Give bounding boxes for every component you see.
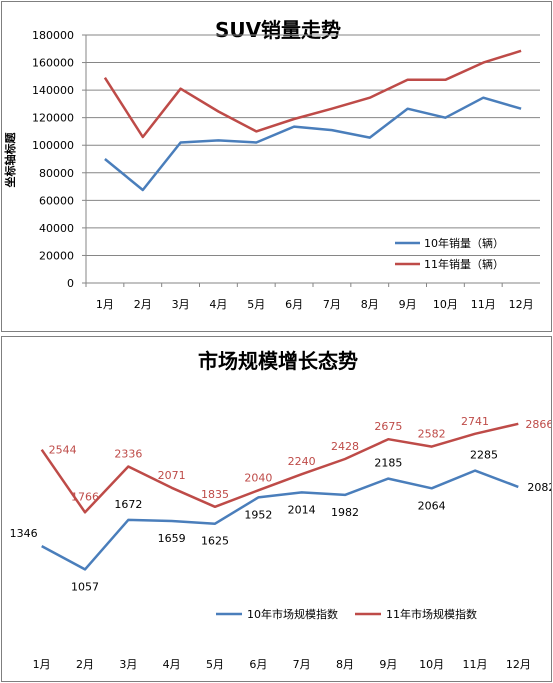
x-tick-label: 7月 <box>323 298 341 311</box>
y-tick-label: 0 <box>67 277 74 290</box>
data-label: 2071 <box>158 469 186 482</box>
gridlines <box>82 34 540 284</box>
y-tick-label: 160000 <box>32 57 74 70</box>
x-tick-label: 6月 <box>249 658 267 671</box>
x-tick-label: 12月 <box>509 298 534 311</box>
x-tick-label: 4月 <box>163 658 181 671</box>
y-tick-labels: 0 20000 40000 60000 80000 100000 120000 140000 1… <box>32 29 74 290</box>
data-label: 1057 <box>71 580 99 593</box>
y-tick-label: 140000 <box>32 84 74 97</box>
x-tick-label: 1月 <box>96 298 114 311</box>
chart-title: 市场规模增长态势 <box>198 349 358 373</box>
series-line-2 <box>40 422 519 514</box>
legend-label-2: 11年销量（辆） <box>424 257 504 271</box>
data-label: 2336 <box>114 447 142 460</box>
data-label: 2866 <box>525 418 551 431</box>
series-lines <box>40 422 519 571</box>
data-label: 2185 <box>374 457 402 470</box>
y-tick-label: 120000 <box>32 112 74 125</box>
x-tick-label: 1月 <box>33 658 51 671</box>
x-tick-labels: 1月 2月 3月 4月 5月 6月 7月 8月 9月 10月 11月 12月 <box>33 658 531 671</box>
data-label: 2040 <box>244 471 272 484</box>
x-tick-label: 9月 <box>379 658 397 671</box>
data-label: 1346 <box>10 527 38 540</box>
x-tick-label: 10月 <box>419 658 444 671</box>
y-tick-label: 20000 <box>39 249 74 262</box>
x-tick-label: 11月 <box>463 658 488 671</box>
data-label: 1625 <box>201 535 229 548</box>
series-line-1 <box>41 469 519 571</box>
data-label: 2014 <box>288 503 316 516</box>
y-tick-label: 60000 <box>39 194 74 207</box>
x-tick-label: 5月 <box>206 658 224 671</box>
data-label: 1672 <box>114 498 142 511</box>
y-tick-label: 180000 <box>32 29 74 42</box>
suv-sales-chart-panel: SUV销量走势 坐标轴标题 0 20000 40000 60000 80000 10000… <box>1 1 552 332</box>
series-lines <box>103 49 522 192</box>
x-tick-label: 9月 <box>399 298 417 311</box>
data-label: 2582 <box>418 428 446 441</box>
x-tick-label: 8月 <box>361 298 379 311</box>
data-label: 2285 <box>470 449 498 462</box>
data-label: 2544 <box>49 444 77 457</box>
legend-label-1: 10年销量（辆） <box>424 236 504 250</box>
suv-sales-chart: SUV销量走势 坐标轴标题 0 20000 40000 60000 80000 10000… <box>3 18 540 311</box>
data-label: 2741 <box>461 415 489 428</box>
legend-label-1: 10年市场规模指数 <box>247 607 338 621</box>
market-scale-chart: 市场规模增长态势 1346 1057 1672 1659 1625 1952 2014 198… <box>10 349 551 671</box>
legend: 10年销量（辆） 11年销量（辆） <box>395 236 504 271</box>
x-tick-label: 3月 <box>119 658 137 671</box>
x-tick-label: 2月 <box>134 298 152 311</box>
x-tick-labels: 1月 2月 3月 4月 5月 6月 7月 8月 9月 10月 11月 12月 <box>96 298 534 311</box>
market-scale-chart-panel: 市场规模增长态势 1346 1057 1672 1659 1625 1952 2014 198… <box>1 336 552 682</box>
legend: 10年市场规模指数 11年市场规模指数 <box>216 607 477 621</box>
y-axis-title: 坐标轴标题 <box>3 132 17 188</box>
data-label: 1982 <box>331 506 359 519</box>
data-label: 2240 <box>288 455 316 468</box>
data-label: 2428 <box>331 440 359 453</box>
x-tick-label: 11月 <box>471 298 496 311</box>
x-tick-label: 2月 <box>76 658 94 671</box>
chart-title: SUV销量走势 <box>215 18 341 42</box>
data-label: 1952 <box>244 508 272 521</box>
data-label: 1659 <box>158 532 186 545</box>
axes <box>85 35 540 287</box>
x-tick-label: 6月 <box>285 298 303 311</box>
data-label: 2064 <box>418 499 446 512</box>
x-tick-label: 7月 <box>293 658 311 671</box>
x-tick-label: 10月 <box>433 298 458 311</box>
data-label: 2675 <box>374 420 402 433</box>
data-label: 1766 <box>71 490 99 503</box>
x-tick-label: 4月 <box>209 298 227 311</box>
x-tick-label: 3月 <box>172 298 190 311</box>
x-tick-label: 8月 <box>336 658 354 671</box>
series-line-1 <box>104 96 522 192</box>
y-tick-label: 80000 <box>39 167 74 180</box>
y-tick-label: 100000 <box>32 139 74 152</box>
data-labels: 1346 1057 1672 1659 1625 1952 2014 1982 2185 2064… <box>10 415 551 594</box>
data-label: 1835 <box>201 488 229 501</box>
x-tick-label: 5月 <box>247 298 265 311</box>
series-line-2 <box>103 49 522 139</box>
legend-label-2: 11年市场规模指数 <box>386 607 477 621</box>
x-tick-label: 12月 <box>506 658 531 671</box>
y-tick-label: 40000 <box>39 222 74 235</box>
